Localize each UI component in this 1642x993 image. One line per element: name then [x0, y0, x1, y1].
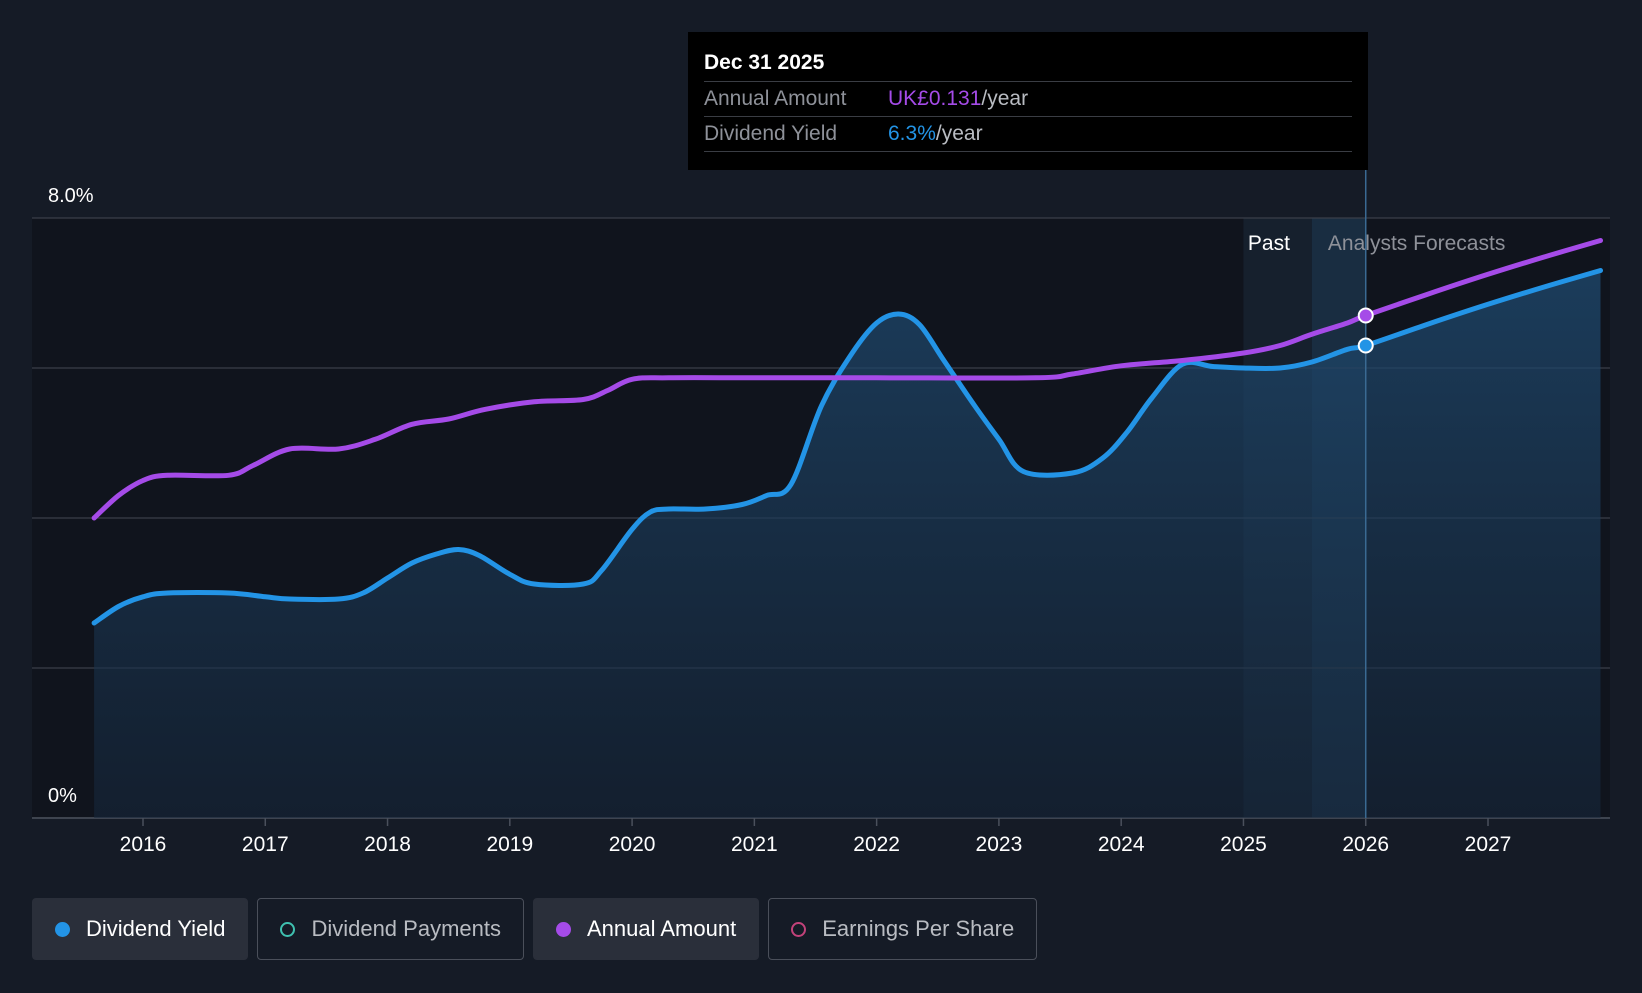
x-tick-label: 2025	[1220, 833, 1267, 856]
tooltip-unit: /year	[981, 87, 1029, 110]
x-tick-label: 2017	[242, 833, 289, 856]
legend-label: Earnings Per Share	[822, 916, 1015, 941]
tooltip-unit: /year	[935, 122, 983, 145]
x-tick-label: 2026	[1342, 833, 1389, 856]
x-tick-label: 2020	[609, 833, 656, 856]
x-tick-label: 2021	[731, 833, 778, 856]
dividend-yield-dot-icon	[55, 921, 70, 937]
dividend-yield-highlight-point	[1357, 337, 1374, 354]
y-axis-top-label: 8.0%	[48, 185, 94, 207]
forecast-label: Analysts Forecasts	[1328, 232, 1505, 255]
legend-label: Annual Amount	[586, 916, 737, 941]
earnings-per-share-ring-icon	[791, 921, 807, 937]
dividend-payments-ring-icon	[280, 921, 296, 937]
x-tick-label: 2027	[1465, 833, 1512, 856]
dividend-yield-line	[91, 268, 1603, 626]
legend-label: Dividend Payments	[311, 916, 501, 941]
x-tick-label: 2022	[853, 833, 900, 856]
annual-amount-line	[91, 238, 1603, 521]
x-tick-label: 2018	[364, 833, 411, 856]
x-tick-label: 2024	[1098, 833, 1145, 856]
chart-tooltip: Dec 31 2025 Annual Amount UK£0.131 /year…	[688, 32, 1368, 170]
annual-amount-highlight-point	[1357, 307, 1374, 324]
legend-dividend-payments-button[interactable]: Dividend Payments	[257, 898, 524, 960]
legend-label: Dividend Yield	[86, 916, 226, 941]
tooltip-date: Dec 31 2025	[704, 48, 1352, 82]
tooltip-row-dividend-yield: Dividend Yield 6.3% /year	[704, 117, 1352, 152]
x-tick-label: 2016	[120, 833, 167, 856]
dividend-yield-area	[94, 270, 1601, 818]
x-tick-label: 2019	[486, 833, 533, 856]
tooltip-label: Annual Amount	[704, 87, 847, 110]
tooltip-label: Dividend Yield	[704, 122, 838, 145]
tooltip-value: 6.3%	[888, 122, 936, 145]
x-tick-label: 2023	[976, 833, 1023, 856]
tooltip-row-annual-amount: Annual Amount UK£0.131 /year	[704, 82, 1352, 117]
tooltip-value: UK£0.131	[888, 87, 982, 110]
y-axis-bottom-label: 0%	[48, 785, 77, 807]
legend-dividend-yield-button[interactable]: Dividend Yield	[32, 898, 249, 960]
legend-annual-amount-button[interactable]: Annual Amount	[532, 898, 760, 960]
annual-amount-dot-icon	[555, 921, 571, 937]
legend-earnings-per-share-button[interactable]: Earnings Per Share	[768, 898, 1038, 960]
chart-legend: Dividend Yield Dividend Payments Annual …	[32, 898, 1038, 960]
past-label: Past	[1248, 232, 1290, 255]
